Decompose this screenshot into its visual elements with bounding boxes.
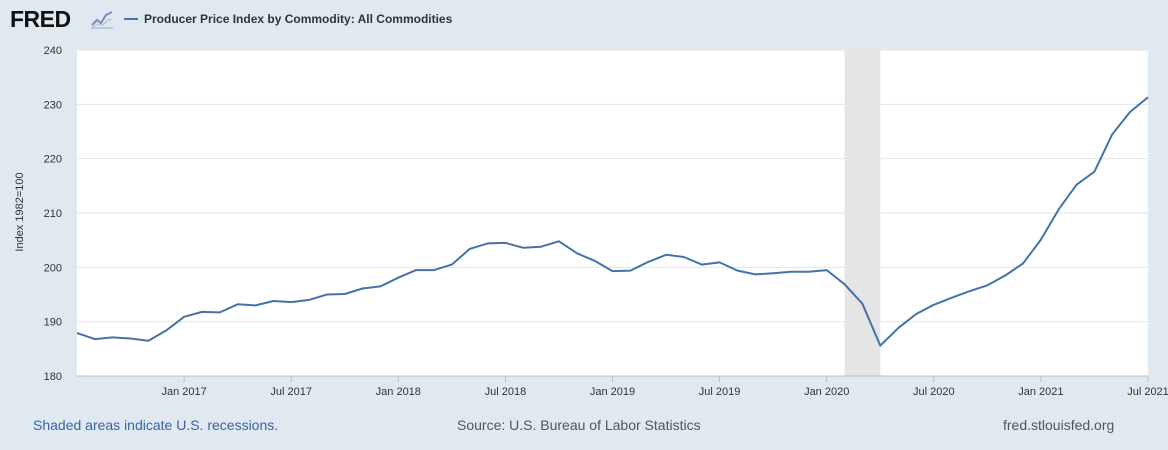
recession-note-link[interactable]: Shaded areas indicate U.S. recessions. <box>33 417 279 433</box>
series-line <box>76 96 1149 347</box>
y-tick-label: 180 <box>44 371 62 383</box>
x-tick-label: Jul 2020 <box>913 386 955 398</box>
y-tick-label: 240 <box>44 45 62 57</box>
y-tick-label: 190 <box>44 317 62 329</box>
gridlines <box>77 49 1148 377</box>
x-tick-label: Jan 2018 <box>376 386 421 398</box>
series-lines <box>76 96 1149 347</box>
x-tick-label: Jul 2018 <box>485 386 527 398</box>
y-tick-label: 210 <box>44 208 62 220</box>
source-text: Source: U.S. Bureau of Labor Statistics <box>457 417 701 433</box>
fred-logo[interactable]: FRED <box>10 6 71 32</box>
x-tick-label: Jul 2017 <box>270 386 312 398</box>
legend-label[interactable]: Producer Price Index by Commodity: All C… <box>144 12 453 26</box>
chart-header: FRED Producer Price Index by Commodity: … <box>0 0 1168 40</box>
y-tick-label: 200 <box>44 262 62 274</box>
y-tick-label: 230 <box>44 99 62 111</box>
x-tick-label: Jan 2019 <box>590 386 635 398</box>
y-axis-ticks: 180 190 200 210 220 230 240 <box>44 45 62 383</box>
legend-swatch <box>124 18 138 20</box>
x-tick-label: Jan 2021 <box>1018 386 1063 398</box>
line-chart-icon <box>90 9 114 29</box>
x-tick-label: Jul 2019 <box>699 386 741 398</box>
x-tick-label: Jan 2020 <box>804 386 849 398</box>
x-tick-label: Jul 2021 <box>1127 386 1168 398</box>
website-text: fred.stlouisfed.org <box>1003 417 1115 433</box>
y-tick-label: 220 <box>44 154 62 166</box>
x-tick-label: Jan 2017 <box>161 386 206 398</box>
x-axis-ticks: Jan 2017 Jul 2017 Jan 2018 Jul 2018 Jan 2019… <box>161 376 1168 398</box>
